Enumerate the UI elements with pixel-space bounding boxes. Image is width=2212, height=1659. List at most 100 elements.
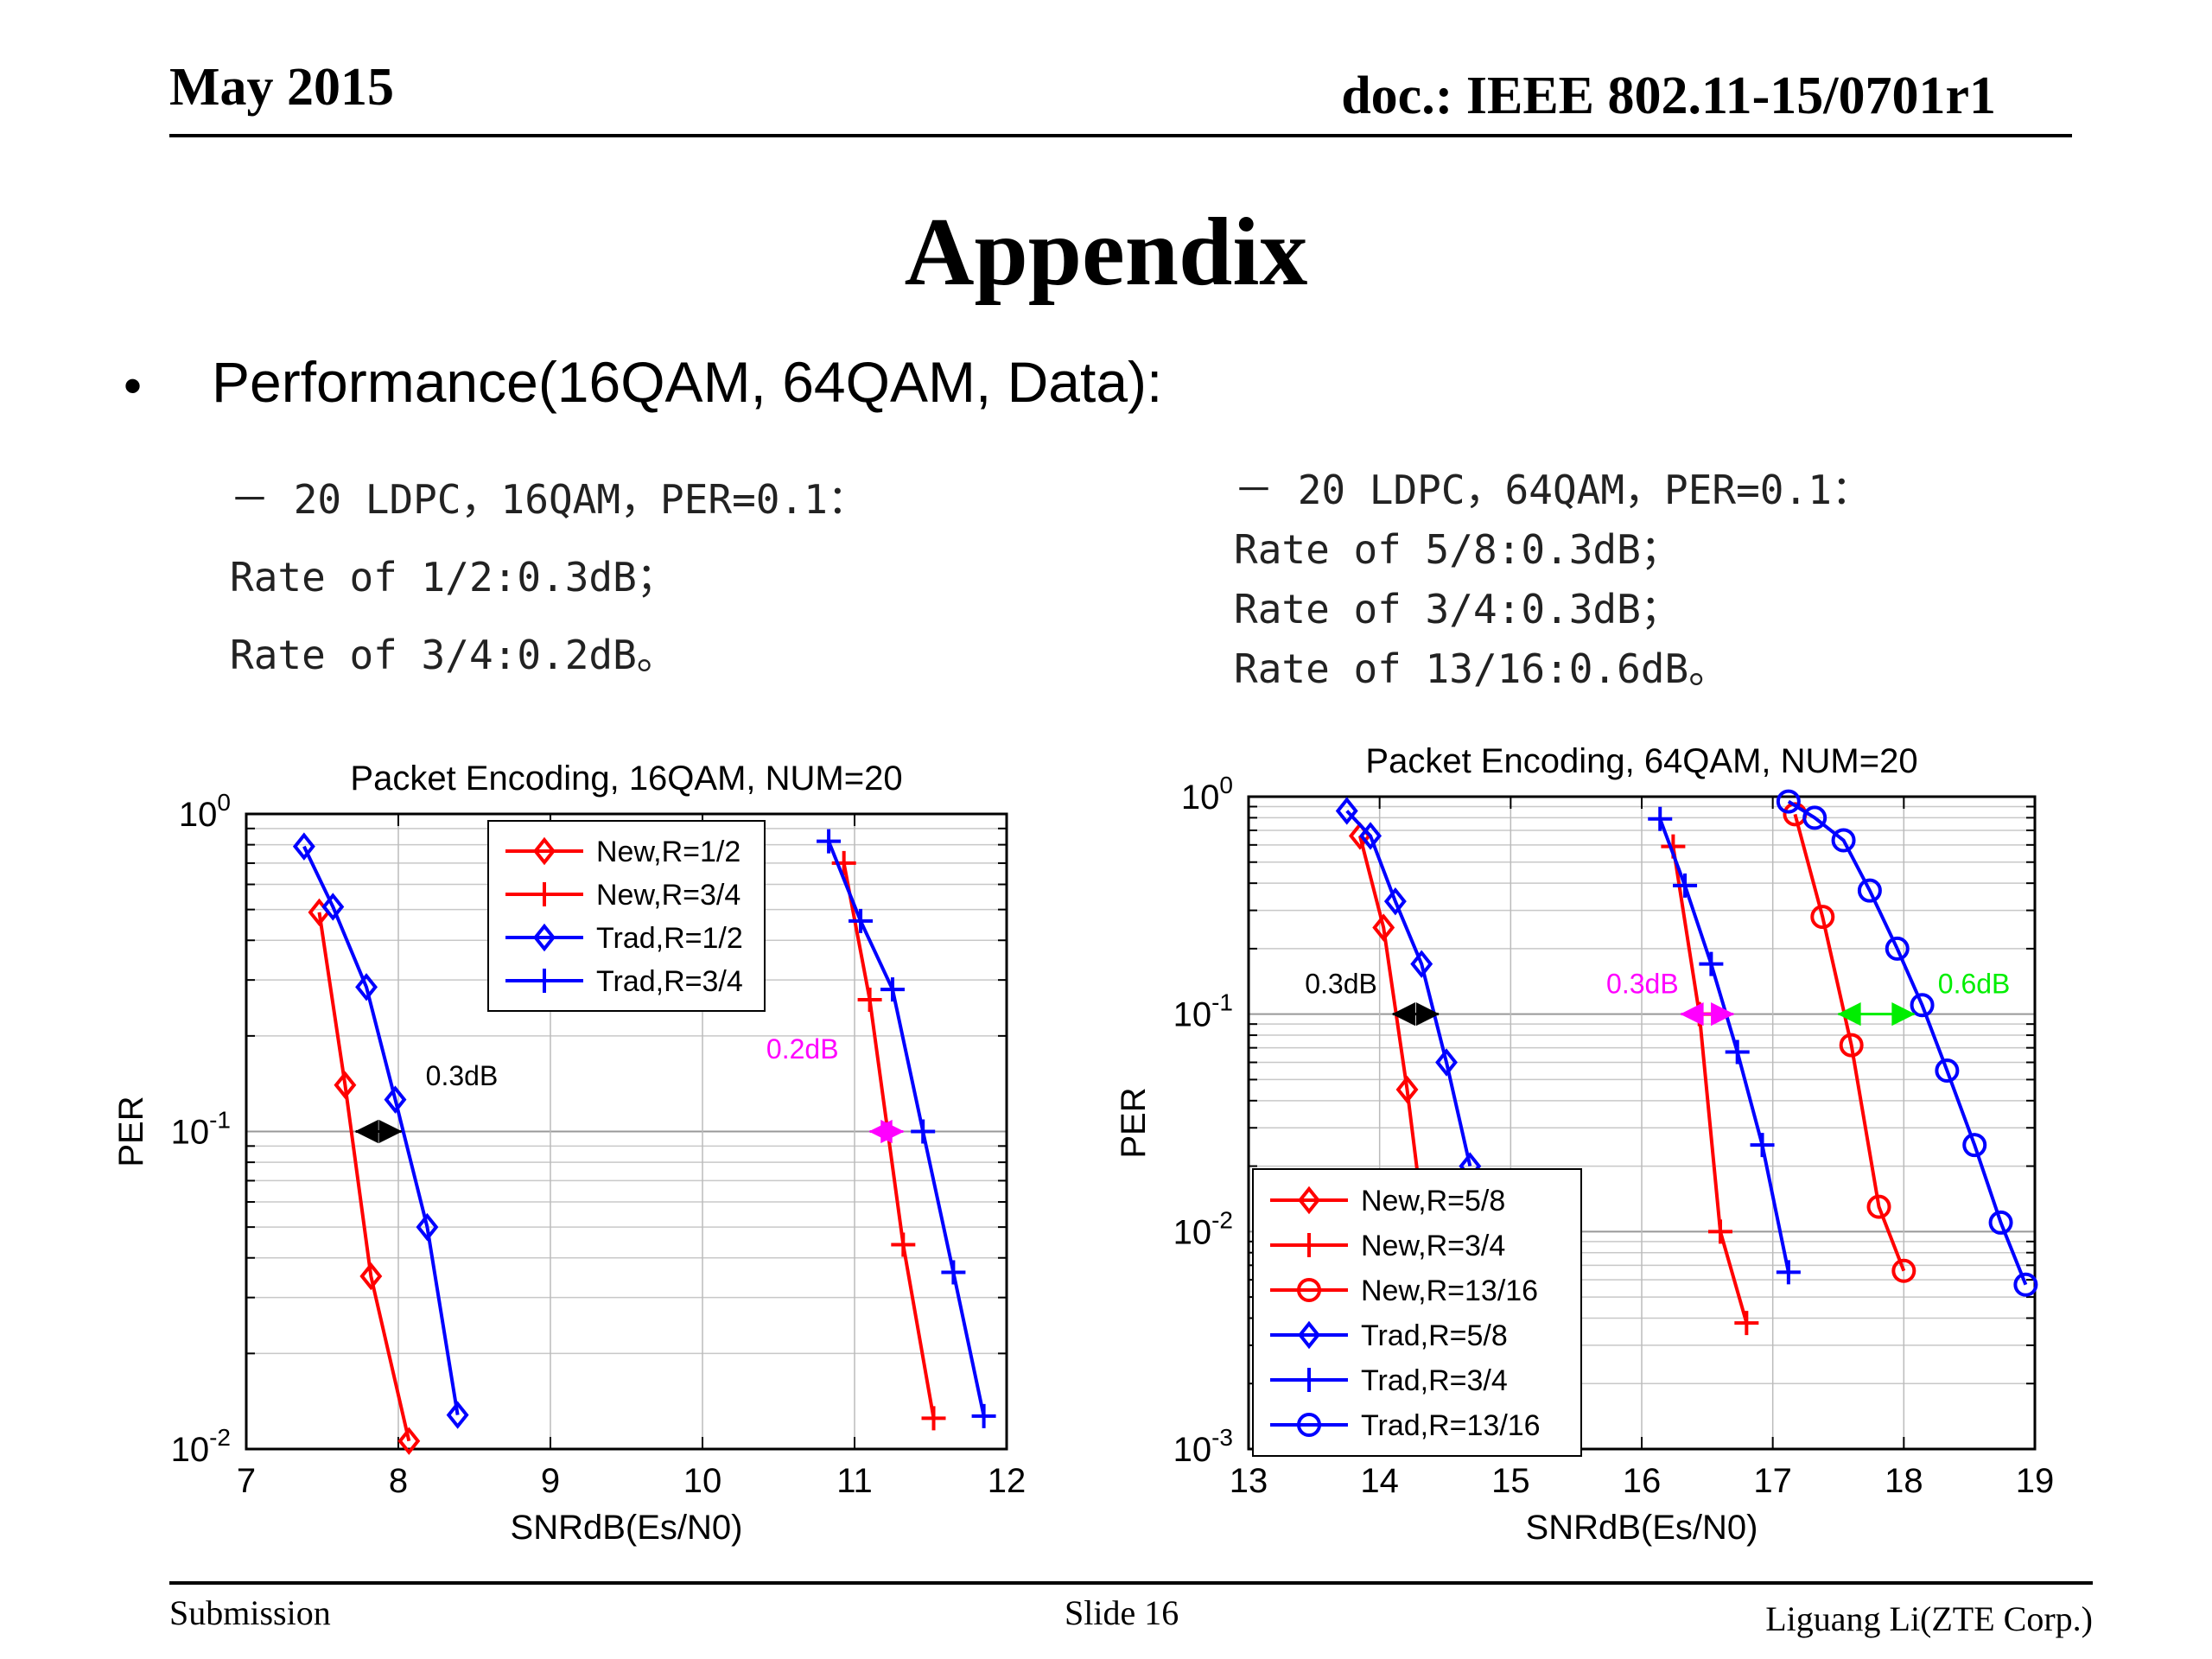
data-point [911,1119,936,1144]
annotation-label: 0.6dB [1938,968,2011,999]
notes-left: － 20 LDPC，16QAM，PER=0.1： Rate of 1/2:0.3d… [230,461,868,694]
data-point [1810,905,1835,930]
legend-label: Trad,R=1/2 [596,922,743,955]
footer-author: Liguang Li(ZTE Corp.) [1765,1599,2093,1638]
data-point [446,1401,469,1429]
y-tick-label: 10-2 [171,1424,231,1469]
legend-label: Trad,R=5/8 [1361,1319,1508,1352]
data-point [1891,1258,1916,1283]
x-tick-label: 17 [1753,1462,1792,1500]
legend-box [1252,1168,1582,1457]
data-point [292,832,315,861]
data-point [1395,1075,1419,1104]
series-trad-r-1-2 [292,832,469,1429]
legend-marker [532,882,556,906]
data-point [849,908,874,933]
annotation-arrow [354,1119,403,1144]
data-point [1802,805,1827,830]
annotation-arrow [868,1119,905,1144]
notes-line: Rate of 13/16:0.6dB。 [1234,645,1729,692]
legend-marker [533,836,556,866]
data-point [1857,878,1882,903]
series-trad-r-5-8 [1335,797,1482,1180]
arrow-head [1891,1002,1916,1027]
legend-marker [1297,1233,1321,1257]
data-point [1910,993,1935,1018]
arrow-head [1391,1002,1415,1027]
annotation-label: 0.3dB [426,1060,499,1091]
footer-slide-number: Slide 16 [1065,1593,1179,1632]
data-point [1734,1311,1759,1336]
data-point [1831,828,1856,853]
data-point [1335,797,1358,825]
data-point [921,1406,946,1431]
legend-label: New,R=5/8 [1361,1185,1505,1217]
header-divider [169,134,2072,137]
x-axis-label: SNRdB(Es/N0) [511,1509,743,1547]
legend-marker [533,923,556,952]
data-point [817,829,842,854]
footer-divider [169,1581,2093,1585]
arrow-head [880,1119,905,1144]
data-point [384,1085,407,1114]
series-line [1671,846,1749,1324]
annotation-arrow [1680,1002,1735,1027]
y-tick-label: 10-1 [1173,989,1233,1034]
data-point [1935,1058,1960,1084]
chart-16qam: 7 8 9 10 11 12 100 10-1 10-2 Packet Encoding, 16Q… [112,760,1026,1547]
data-point [1435,1048,1458,1077]
data-point [1962,1133,1987,1158]
data-point [359,1262,383,1291]
y-tick-label: 10-1 [171,1107,231,1152]
series-line [842,862,936,1419]
data-point [1866,1194,1891,1219]
notes-line: Rate of 5/8:0.3dB； [1234,526,1681,573]
y-tick-label: 100 [1181,772,1233,817]
series-line [302,845,460,1415]
notes-line: － 20 LDPC，16QAM，PER=0.1： [230,476,868,523]
data-point [1648,806,1673,831]
data-point [941,1260,966,1285]
legend-label: Trad,R=3/4 [1361,1364,1508,1397]
data-point [971,1403,996,1428]
data-point [1988,1210,2013,1235]
annotation-label: 0.3dB [1305,968,1377,999]
data-point [1776,1260,1801,1285]
data-point [880,977,905,1002]
y-tick-label: 10-2 [1173,1206,1233,1251]
arrow-head [1711,1002,1735,1027]
legend-marker [1298,1320,1320,1350]
data-point [1383,887,1407,916]
legend-label: Trad,R=13/16 [1361,1409,1541,1442]
legend-label: New,R=3/4 [1361,1230,1505,1262]
bullet-text: Performance(16QAM, 64QAM, Data): [212,350,1163,414]
series-trad-r-3-4 [817,829,996,1428]
x-tick-label: 15 [1491,1462,1530,1500]
annotation-label: 0.2dB [766,1033,839,1065]
data-point [355,973,378,1001]
legend: New,R=1/2 New,R=3/4 Trad,R=1/2 Trad,R=3/4 [487,820,766,1012]
notes-line: Rate of 3/4:0.2dB。 [230,632,677,678]
axes-box [245,812,1008,1451]
series-line [1793,813,1906,1272]
series-trad-r-13-16 [1776,789,2038,1297]
data-point [321,893,345,921]
x-tick-label: 8 [389,1462,408,1500]
annotation-label: 0.3dB [1606,968,1679,999]
series-line [827,840,986,1417]
x-tick-label: 18 [1885,1462,1923,1500]
x-tick-label: 19 [2016,1462,2055,1500]
legend-marker [1297,1413,1321,1437]
data-point [1410,950,1433,978]
arrow-head [1680,1002,1704,1027]
legend-marker [1297,1278,1321,1302]
y-axis-label: PER [1115,1087,1153,1158]
header-date: May 2015 [169,58,395,117]
arrow-head [1837,1002,1861,1027]
slide-title: Appendix [904,199,1308,306]
x-tick-label: 10 [683,1462,722,1500]
chart-title: Packet Encoding, 16QAM, NUM=20 [350,760,902,798]
footer-submission: Submission [169,1593,331,1632]
x-tick-label: 16 [1623,1462,1662,1500]
chart-64qam: 13 14 15 16 17 18 19 100 10-1 10-2 10-3 Packet Enco… [1115,742,2055,1547]
